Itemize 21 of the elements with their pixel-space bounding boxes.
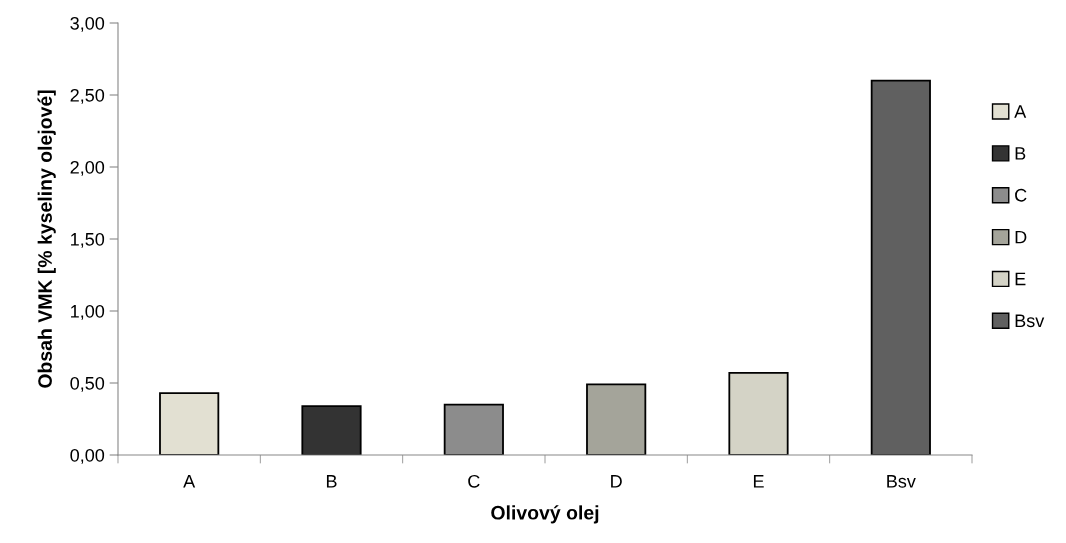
legend-label: E — [1015, 272, 1026, 286]
x-tick-label: Bsv — [887, 475, 916, 488]
legend-label: A — [1014, 105, 1027, 118]
x-tick-label: C — [468, 474, 480, 488]
x-tick-label: A — [183, 475, 196, 488]
x-tick-label: D — [611, 475, 622, 488]
y-tick-label: 2,00 — [70, 160, 105, 176]
y-tick-label: 1,00 — [71, 304, 105, 320]
y-tick-label: 3,00 — [70, 16, 105, 32]
x-tick-label: B — [326, 475, 337, 488]
y-tick-label: 2,50 — [70, 88, 105, 104]
x-tick-label: E — [753, 475, 764, 488]
x-axis-title: Olivový olej — [491, 505, 599, 524]
y-tick-label: 1,50 — [71, 232, 105, 248]
legend-label: Bsv — [1015, 314, 1045, 328]
legend-label: D — [1015, 230, 1027, 244]
legend-label: B — [1015, 147, 1026, 160]
y-tick-label: 0,50 — [70, 376, 105, 392]
y-axis-title: Obsah VMK [% kyseliny olejové] — [37, 90, 56, 388]
y-tick-label: 0,00 — [70, 448, 105, 464]
legend-label: C — [1015, 188, 1027, 202]
